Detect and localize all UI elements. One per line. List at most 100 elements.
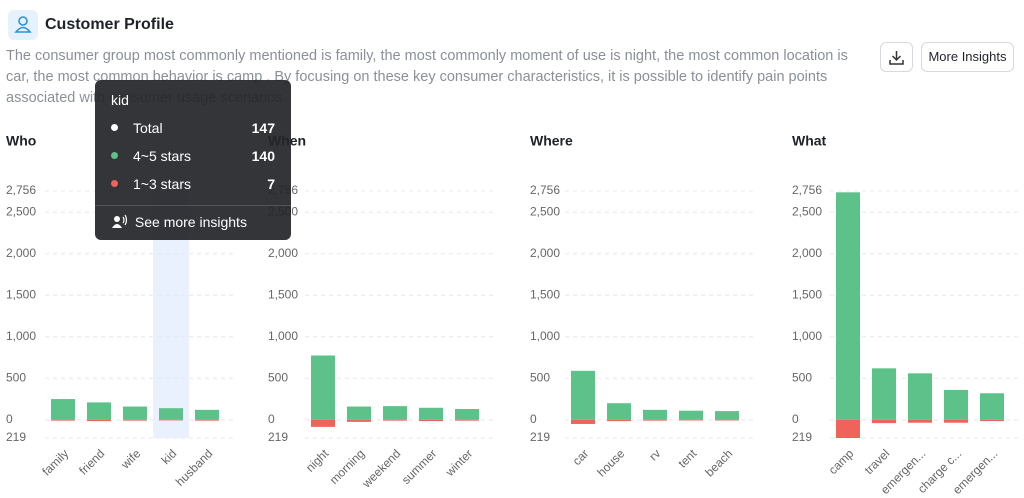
bar — [980, 393, 1004, 420]
y-tick-label: 1,000 — [268, 329, 298, 343]
y-tick-label: 2,756 — [6, 183, 36, 197]
bar — [311, 355, 335, 420]
tooltip-row: 4~5 stars 140 — [111, 146, 275, 166]
y-tick-label: 2,500 — [530, 204, 560, 218]
x-tick-label: rv — [646, 446, 663, 463]
bar — [455, 409, 479, 420]
bar — [51, 419, 75, 421]
y-tick-label: 2,000 — [792, 246, 822, 260]
bar — [419, 419, 443, 422]
download-button[interactable] — [880, 42, 913, 72]
bar — [908, 373, 932, 420]
description: The consumer group most commonly mention… — [6, 48, 848, 106]
x-tick-label: camp — [826, 446, 857, 477]
bar — [123, 406, 147, 420]
y-tick-label: 1,000 — [792, 329, 822, 343]
label[interactable]: See more insights — [134, 214, 247, 230]
x-tick-label: wife — [118, 446, 144, 472]
bar — [419, 407, 443, 420]
more-insights-button[interactable]: More Insights — [921, 42, 1014, 72]
y-tick-label: 2,000 — [530, 246, 560, 260]
y-tick-label: 219 — [792, 430, 812, 444]
x-tick-label: kid — [159, 446, 180, 467]
x-tick-label: husband — [173, 446, 215, 488]
label: 4~5 stars — [133, 148, 191, 164]
chart-title: Where — [530, 133, 573, 149]
y-tick-label: 1,500 — [530, 287, 560, 301]
bar — [571, 370, 595, 420]
x-tick-label: summer — [399, 446, 440, 487]
y-tick-label: 2,756 — [792, 183, 822, 197]
y-tick-label: 0 — [530, 412, 537, 426]
y-tick-label: 1,500 — [6, 287, 36, 301]
bar — [944, 419, 968, 423]
y-tick-label: 500 — [792, 370, 812, 384]
bar — [123, 419, 147, 421]
chart-title: What — [792, 133, 827, 149]
y-tick-label: 1,500 — [792, 287, 822, 301]
bar — [87, 402, 111, 420]
dot — [111, 152, 118, 159]
see-more-link[interactable]: See more insights — [111, 214, 247, 230]
value: 147 — [251, 120, 275, 136]
x-tick-label: weekend — [359, 446, 404, 491]
bar — [455, 419, 479, 421]
bar — [836, 192, 860, 420]
bar — [715, 419, 739, 421]
dot — [111, 180, 118, 187]
y-tick-label: 219 — [530, 430, 550, 444]
y-tick-label: 0 — [6, 412, 13, 426]
x-tick-label: travel — [862, 446, 893, 477]
separator — [95, 205, 291, 206]
bar — [607, 403, 631, 420]
value: 7 — [267, 176, 275, 192]
y-tick-label: 2,000 — [6, 246, 36, 260]
icon — [112, 214, 128, 228]
bar — [347, 419, 371, 422]
bar — [872, 419, 896, 424]
label: Total — [133, 120, 163, 136]
bar — [195, 409, 219, 420]
x-tick-label: tent — [675, 446, 700, 471]
bar — [872, 368, 896, 420]
y-tick-label: 1,000 — [6, 329, 36, 343]
y-tick-label: 1,000 — [530, 329, 560, 343]
bar — [311, 419, 335, 427]
y-tick-label: 500 — [268, 370, 288, 384]
download-icon — [889, 51, 904, 65]
title: Customer Profile — [45, 16, 174, 33]
x-tick-label: winter — [442, 446, 475, 479]
bar — [607, 419, 631, 422]
profile-icon — [8, 10, 38, 40]
x-tick-label: house — [594, 446, 627, 479]
bar — [836, 419, 860, 438]
tooltip-row: 1~3 stars 7 — [111, 174, 275, 194]
y-tick-label: 500 — [530, 370, 550, 384]
label: 1~3 stars — [133, 176, 191, 192]
tooltip-row: Total 147 — [111, 118, 275, 138]
x-tick-label: family — [39, 446, 71, 478]
bar — [87, 419, 111, 422]
bar — [679, 410, 703, 420]
bar — [159, 419, 183, 421]
bar — [195, 419, 219, 421]
chart-title: Who — [6, 133, 36, 149]
bar — [715, 411, 739, 420]
y-tick-label: 2,500 — [792, 204, 822, 218]
bar — [383, 419, 407, 421]
value: 140 — [251, 148, 275, 164]
x-tick-label: car — [570, 446, 592, 468]
bar — [643, 409, 667, 420]
icon — [14, 16, 32, 33]
bar — [944, 389, 968, 420]
bar — [908, 419, 932, 423]
bar — [51, 399, 75, 420]
bar — [383, 406, 407, 420]
tooltip: kid Total 147 4~5 stars 140 1~3 stars 7 See… — [95, 80, 291, 240]
tooltip-title: kid — [111, 92, 129, 108]
y-tick-label: 500 — [6, 370, 26, 384]
bar — [347, 406, 371, 420]
bar — [571, 419, 595, 424]
charts: Who 2,756 2,500 2,000 1,500 1,000 500 0 219 famil… — [6, 133, 1020, 497]
